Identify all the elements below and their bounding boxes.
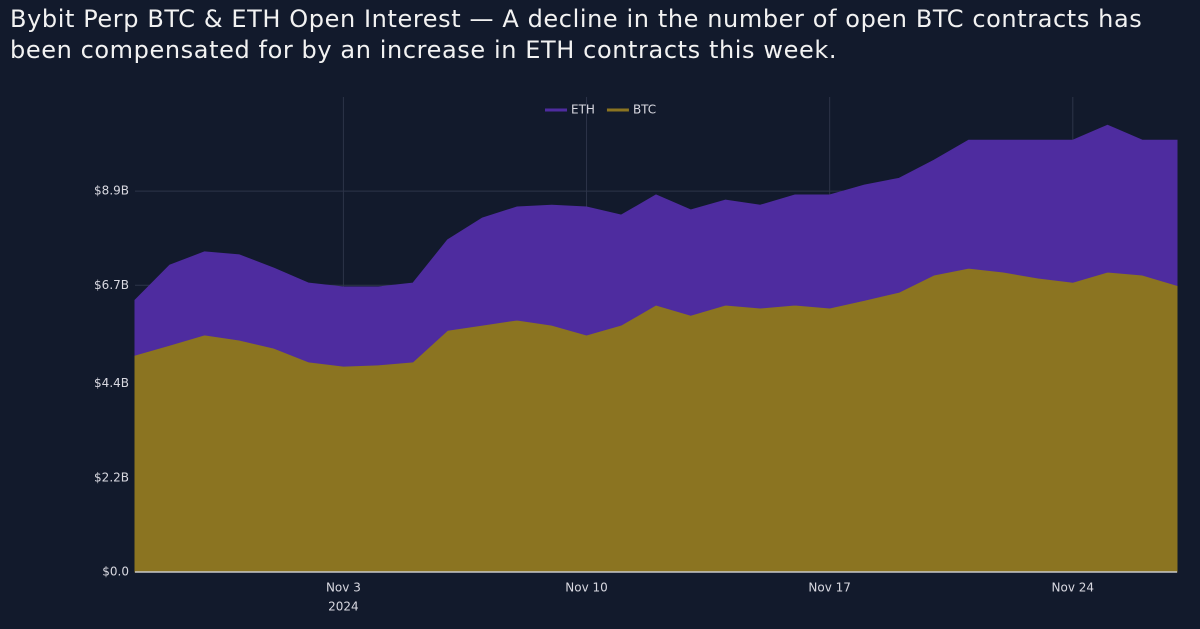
legend-label: ETH <box>571 103 595 117</box>
x-tick-label: Nov 24 <box>1052 581 1095 595</box>
y-tick-label: $4.4B <box>94 376 129 390</box>
legend-label: BTC <box>633 103 656 117</box>
x-tick-label: Nov 17 <box>808 581 851 595</box>
y-tick-label: $0.0 <box>102 565 129 579</box>
x-tick-year: 2024 <box>328 600 359 614</box>
chart-title: Bybit Perp BTC & ETH Open Interest — A d… <box>10 5 1143 64</box>
y-tick-label: $6.7B <box>94 278 129 292</box>
y-tick-label: $2.2B <box>94 470 129 484</box>
x-tick-label: Nov 10 <box>565 581 608 595</box>
y-tick-label: $8.9B <box>94 184 129 198</box>
area <box>134 124 1178 367</box>
x-tick-label: Nov 3 <box>326 581 361 595</box>
